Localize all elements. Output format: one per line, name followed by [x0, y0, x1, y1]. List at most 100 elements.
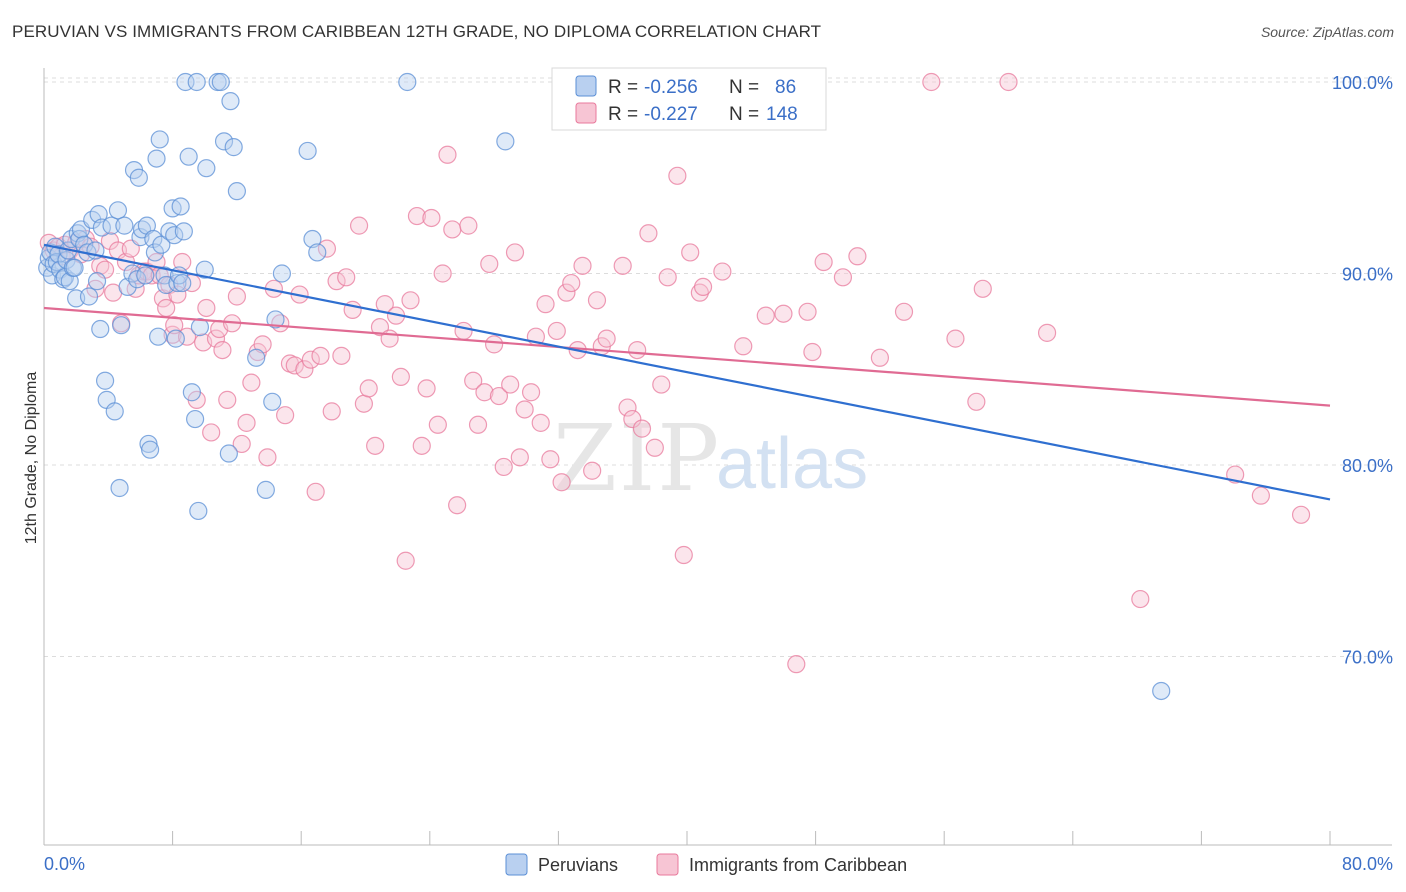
peruvian-point: [256, 480, 275, 499]
peruvian-point: [150, 130, 169, 149]
caribbean-point: [459, 216, 478, 235]
peruvian-point: [263, 392, 282, 411]
caribbean-point: [359, 379, 378, 398]
caribbean-point: [562, 273, 581, 293]
peruvian-points: [38, 72, 1171, 701]
caribbean-point: [206, 329, 226, 348]
peruvian-point: [179, 147, 198, 166]
legend-n-value-1: 86: [775, 77, 796, 98]
peruvian-point: [214, 132, 234, 151]
caribbean-point: [658, 268, 677, 287]
caribbean-point: [814, 252, 833, 272]
peruvian-point: [89, 205, 108, 224]
caribbean-point: [681, 243, 700, 262]
peruvian-point: [227, 182, 246, 201]
legend-swatch-caribbean: [575, 102, 597, 124]
caribbean-point: [417, 379, 436, 398]
peruvian-point: [224, 138, 243, 157]
caribbean-point: [713, 262, 732, 281]
caribbean-point: [628, 341, 647, 360]
caribbean-point: [173, 252, 192, 272]
caribbean-point: [468, 415, 488, 434]
caribbean-point: [1131, 589, 1150, 609]
caribbean-point: [380, 329, 399, 348]
caribbean-point: [1251, 486, 1270, 505]
source-label: Source: ZipAtlas.com: [1260, 24, 1394, 40]
bottom-legend: Peruvians Immigrants from Caribbean: [505, 853, 907, 876]
caribbean-point: [645, 438, 664, 457]
caribbean-point: [973, 279, 992, 298]
caribbean-point: [639, 224, 658, 243]
legend-n-label-1: N =: [729, 77, 759, 98]
peruvian-point: [147, 149, 166, 168]
peruvian-point: [272, 264, 292, 283]
y-axis-title: 12th Grade, No Diploma: [23, 372, 40, 545]
caribbean-point: [165, 316, 184, 335]
caribbean-point: [349, 216, 369, 235]
y-tick-label: 100.0%: [1332, 73, 1393, 93]
caribbean-point: [833, 268, 853, 287]
peruvian-point: [91, 319, 110, 339]
bottom-legend-peruvians: Peruvians: [538, 855, 618, 875]
peruvian-point: [219, 444, 238, 463]
caribbean-point: [756, 306, 775, 325]
caribbean-point: [798, 302, 817, 321]
caribbean-point: [1037, 323, 1057, 342]
caribbean-point: [510, 448, 529, 467]
caribbean-point: [448, 496, 467, 515]
caribbean-point: [668, 166, 687, 185]
peruvian-point: [266, 310, 285, 329]
caribbean-point: [317, 239, 337, 258]
caribbean-point: [803, 342, 822, 362]
caribbean-point: [213, 341, 232, 360]
caribbean-point: [242, 373, 261, 392]
watermark-atlas: atlas: [716, 424, 868, 504]
peruvian-point: [173, 273, 192, 293]
y-tick-label: 70.0%: [1342, 648, 1393, 668]
peruvian-point: [112, 316, 131, 335]
legend-r-label-1: R =: [608, 77, 638, 98]
trend-lines: [43, 243, 1331, 501]
bottom-legend-swatch-peruvians: [505, 853, 528, 876]
caribbean-points: [39, 72, 1311, 674]
caribbean-point: [354, 394, 373, 413]
caribbean-point: [967, 392, 986, 411]
caribbean-point: [412, 436, 431, 455]
peruvian-point: [186, 409, 205, 429]
caribbean-point: [232, 434, 251, 454]
caribbean-point: [391, 367, 410, 387]
y-tick-labels: 70.0% 80.0% 90.0% 100.0%: [1332, 73, 1393, 668]
peruvian-point: [168, 273, 187, 293]
caribbean-point: [557, 283, 576, 302]
peruvian-point: [149, 327, 168, 346]
peruvian-point: [195, 260, 214, 279]
caribbean-point: [536, 295, 555, 314]
caribbean-point: [464, 371, 483, 390]
caribbean-point: [407, 206, 427, 226]
caribbean-point: [218, 390, 237, 409]
peruvian-point: [165, 226, 184, 245]
peruvian-point: [221, 92, 240, 111]
caribbean-point: [443, 220, 462, 239]
caribbean-point: [327, 272, 346, 291]
caribbean-point: [301, 350, 320, 369]
caribbean-point: [541, 450, 560, 469]
legend-box: R = -0.256 N = 86 R = -0.227 N = 148: [551, 67, 827, 131]
caribbean-point: [396, 551, 415, 570]
caribbean-point: [475, 383, 494, 402]
peruvian-point: [187, 72, 206, 92]
caribbean-point: [422, 208, 441, 228]
caribbean-point: [227, 287, 246, 306]
caribbean-point: [489, 386, 509, 406]
axes: [43, 68, 1392, 846]
caribbean-point: [438, 145, 457, 164]
caribbean-point: [632, 419, 652, 438]
caribbean-point: [494, 457, 513, 477]
trend-line-caribbean: [43, 306, 1331, 407]
legend-r-label-2: R =: [608, 104, 638, 125]
peruvian-point: [152, 235, 171, 254]
y-tick-label: 90.0%: [1342, 265, 1393, 285]
peruvian-point: [211, 72, 230, 92]
caribbean-point: [202, 423, 221, 442]
caribbean-point: [295, 360, 314, 379]
